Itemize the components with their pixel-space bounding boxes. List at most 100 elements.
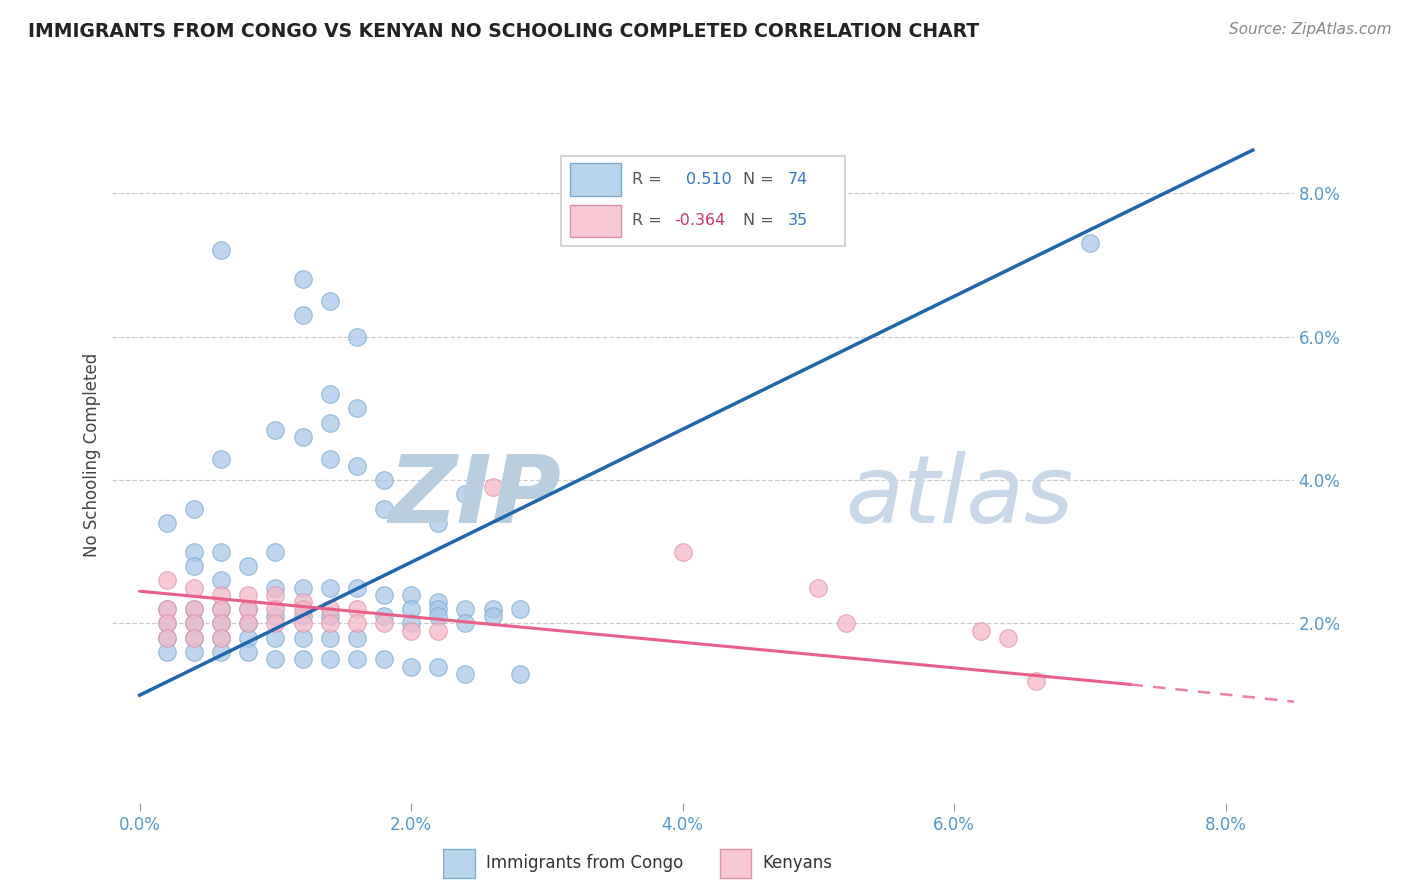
Point — [481, 602, 503, 616]
Point — [156, 574, 179, 588]
Point — [454, 616, 477, 631]
Point — [291, 616, 314, 631]
Text: IMMIGRANTS FROM CONGO VS KENYAN NO SCHOOLING COMPLETED CORRELATION CHART: IMMIGRANTS FROM CONGO VS KENYAN NO SCHOO… — [28, 22, 979, 41]
Bar — [569, 163, 621, 195]
Point — [264, 545, 287, 559]
Point — [399, 616, 422, 631]
Point — [318, 652, 340, 666]
Point — [209, 244, 232, 258]
Point — [264, 588, 287, 602]
Text: atlas: atlas — [845, 451, 1073, 542]
Point — [291, 430, 314, 444]
Point — [209, 602, 232, 616]
Point — [156, 631, 179, 645]
Point — [427, 516, 450, 530]
Point — [209, 631, 232, 645]
Point — [318, 416, 340, 430]
Point — [454, 666, 477, 681]
Point — [399, 624, 422, 638]
Point — [238, 559, 260, 574]
Point — [318, 581, 340, 595]
Point — [238, 602, 260, 616]
Point — [291, 581, 314, 595]
Bar — [720, 849, 751, 878]
Point — [318, 451, 340, 466]
Point — [183, 501, 205, 516]
Point — [318, 616, 340, 631]
Point — [399, 588, 422, 602]
Text: N =: N = — [742, 172, 779, 186]
Point — [209, 616, 232, 631]
Point — [346, 652, 368, 666]
Point — [427, 602, 450, 616]
Point — [238, 645, 260, 659]
Point — [427, 659, 450, 673]
Point — [291, 652, 314, 666]
Point — [183, 559, 205, 574]
Point — [970, 624, 993, 638]
Point — [183, 545, 205, 559]
Point — [238, 588, 260, 602]
Point — [346, 602, 368, 616]
Point — [291, 609, 314, 624]
Point — [291, 602, 314, 616]
Point — [373, 473, 395, 487]
Point — [454, 602, 477, 616]
Point — [373, 588, 395, 602]
Point — [291, 595, 314, 609]
Point — [427, 595, 450, 609]
Text: 74: 74 — [787, 172, 808, 186]
Point — [183, 581, 205, 595]
Point — [807, 581, 830, 595]
Point — [509, 602, 531, 616]
Point — [156, 616, 179, 631]
Point — [318, 293, 340, 308]
Point — [318, 602, 340, 616]
Text: Kenyans: Kenyans — [762, 855, 832, 872]
Point — [156, 631, 179, 645]
Text: ZIP: ZIP — [388, 450, 561, 542]
Point — [346, 581, 368, 595]
Point — [291, 308, 314, 322]
Point — [481, 609, 503, 624]
Point — [454, 487, 477, 501]
Point — [156, 516, 179, 530]
Point — [156, 645, 179, 659]
Point — [183, 602, 205, 616]
Text: N =: N = — [742, 213, 779, 228]
Point — [318, 387, 340, 401]
Point — [509, 666, 531, 681]
Point — [209, 616, 232, 631]
Bar — [569, 204, 621, 237]
Point — [209, 588, 232, 602]
Point — [1025, 673, 1047, 688]
Point — [318, 609, 340, 624]
Point — [399, 659, 422, 673]
FancyBboxPatch shape — [561, 156, 845, 246]
Point — [183, 645, 205, 659]
Point — [1078, 236, 1101, 251]
Point — [264, 631, 287, 645]
Point — [209, 545, 232, 559]
Point — [209, 631, 232, 645]
Point — [373, 501, 395, 516]
Point — [346, 401, 368, 416]
Point — [346, 616, 368, 631]
Point — [238, 616, 260, 631]
Point — [373, 609, 395, 624]
Point — [183, 616, 205, 631]
Point — [318, 631, 340, 645]
Point — [264, 423, 287, 437]
Point — [346, 329, 368, 343]
Point — [238, 616, 260, 631]
Point — [238, 631, 260, 645]
Bar — [443, 849, 475, 878]
Point — [346, 631, 368, 645]
Point — [291, 272, 314, 286]
Point — [291, 631, 314, 645]
Point — [264, 616, 287, 631]
Point — [427, 609, 450, 624]
Point — [156, 602, 179, 616]
Point — [264, 652, 287, 666]
Point — [183, 631, 205, 645]
